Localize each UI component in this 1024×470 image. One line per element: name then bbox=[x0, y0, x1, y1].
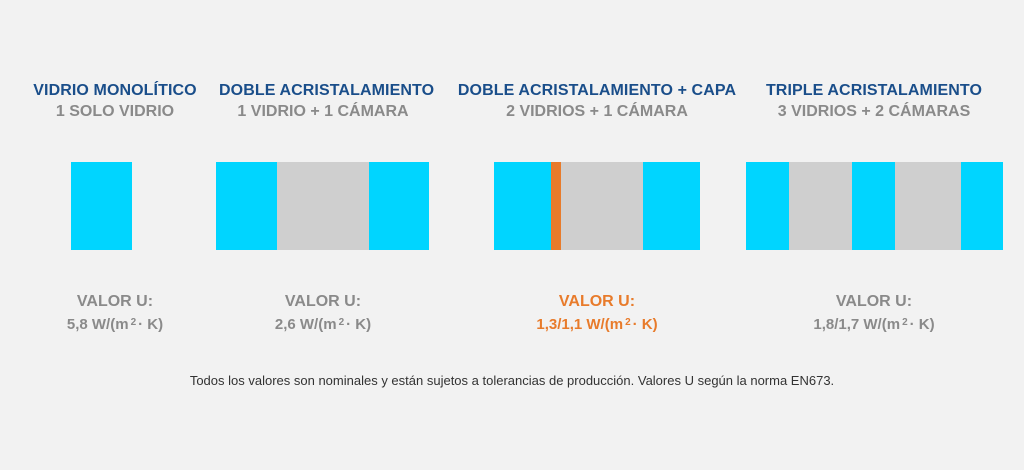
glazing-type-triple: TRIPLE ACRISTALAMIENTO 3 VIDRIOS + 2 CÁM… bbox=[747, 0, 1001, 470]
air-chamber bbox=[277, 162, 369, 250]
u-value-label: VALOR U: bbox=[558, 293, 636, 310]
u-value-label: VALOR U: bbox=[284, 293, 362, 310]
glazing-subtitle: 1 SOLO VIDRIO bbox=[55, 103, 175, 120]
glass-pane bbox=[216, 162, 277, 250]
glazing-title: VIDRIO MONOLÍTICO bbox=[33, 82, 197, 99]
u-value-label: VALOR U: bbox=[76, 293, 154, 310]
glass-pane bbox=[852, 162, 895, 250]
u-value-label: VALOR U: bbox=[835, 293, 913, 310]
glass-pane bbox=[494, 162, 551, 250]
air-chamber bbox=[895, 162, 961, 250]
glass-pane bbox=[369, 162, 429, 250]
glass-pane bbox=[746, 162, 789, 250]
glazing-subtitle: 2 VIDRIOS + 1 CÁMARA bbox=[506, 103, 688, 120]
glazing-subtitle: 1 VIDRIO + 1 CÁMARA bbox=[237, 103, 409, 120]
glazing-type-double-coated: DOBLE ACRISTALAMIENTO + CAPA 2 VIDRIOS +… bbox=[447, 0, 747, 470]
u-value: 5,8 W/(m 2 · K) bbox=[66, 316, 164, 333]
glass-pane bbox=[643, 162, 700, 250]
glazing-subtitle: 3 VIDRIOS + 2 CÁMARAS bbox=[777, 103, 971, 120]
glazing-title: DOBLE ACRISTALAMIENTO + CAPA bbox=[457, 82, 737, 99]
glazing-type-double: DOBLE ACRISTALAMIENTO 1 VIDRIO + 1 CÁMAR… bbox=[219, 0, 435, 470]
air-chamber bbox=[789, 162, 852, 250]
glass-pane bbox=[71, 162, 132, 250]
footnote: Todos los valores son nominales y están … bbox=[189, 373, 835, 388]
low-e-coating bbox=[551, 162, 561, 250]
glazing-title: DOBLE ACRISTALAMIENTO bbox=[219, 82, 435, 99]
glass-pane bbox=[961, 162, 1003, 250]
u-value: 1,3/1,1 W/(m 2 · K) bbox=[536, 316, 658, 333]
glazing-type-monolithic: VIDRIO MONOLÍTICO 1 SOLO VIDRIO VALOR U:… bbox=[11, 0, 219, 470]
u-value: 2,6 W/(m 2 · K) bbox=[274, 316, 372, 333]
u-value: 1,8/1,7 W/(m 2 · K) bbox=[813, 316, 935, 333]
air-chamber bbox=[561, 162, 643, 250]
glazing-title: TRIPLE ACRISTALAMIENTO bbox=[765, 82, 983, 99]
